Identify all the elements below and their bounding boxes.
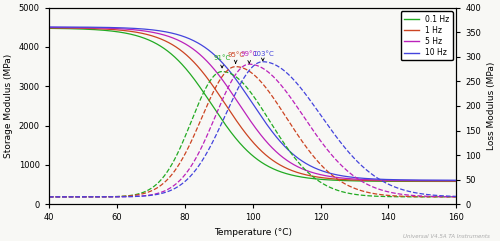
10 Hz [397,178,403,181]
5 Hz [293,165,299,167]
5 Hz [282,158,288,161]
Y-axis label: Loss Modulus (MPa): Loss Modulus (MPa) [487,62,496,150]
0.1 Hz [282,172,288,175]
1 Hz [46,27,52,29]
10 Hz [293,155,299,158]
0.1 Hz [46,27,52,30]
Line: 5 Hz: 5 Hz [49,27,457,181]
X-axis label: Temperature (°C): Temperature (°C) [214,228,292,237]
0.1 Hz [306,177,312,180]
Line: 0.1 Hz: 0.1 Hz [49,28,457,181]
5 Hz [306,170,312,173]
Text: 91°C: 91°C [214,55,230,68]
5 Hz [397,179,403,182]
Line: 1 Hz: 1 Hz [49,28,457,181]
1 Hz [293,171,299,174]
Text: 95°C: 95°C [227,52,244,63]
10 Hz [454,179,460,182]
0.1 Hz [293,175,299,178]
Legend: 0.1 Hz, 1 Hz, 5 Hz, 10 Hz: 0.1 Hz, 1 Hz, 5 Hz, 10 Hz [401,12,452,60]
10 Hz [306,163,312,166]
0.1 Hz [71,27,77,30]
5 Hz [355,178,361,181]
Text: 103°C: 103°C [252,51,274,61]
5 Hz [46,26,52,29]
Text: Universal V4.5A TA Instruments: Universal V4.5A TA Instruments [403,234,490,239]
1 Hz [355,179,361,182]
10 Hz [46,26,52,28]
Text: 99°C: 99°C [240,51,258,63]
1 Hz [71,27,77,30]
10 Hz [282,146,288,149]
10 Hz [355,176,361,179]
5 Hz [454,179,460,182]
0.1 Hz [355,180,361,182]
5 Hz [71,26,77,29]
1 Hz [306,174,312,177]
0.1 Hz [397,180,403,183]
10 Hz [71,26,77,28]
1 Hz [282,166,288,169]
Y-axis label: Storage Modulus (MPa): Storage Modulus (MPa) [4,54,13,158]
0.1 Hz [454,180,460,183]
1 Hz [454,180,460,182]
Line: 10 Hz: 10 Hz [49,27,457,180]
1 Hz [397,180,403,182]
